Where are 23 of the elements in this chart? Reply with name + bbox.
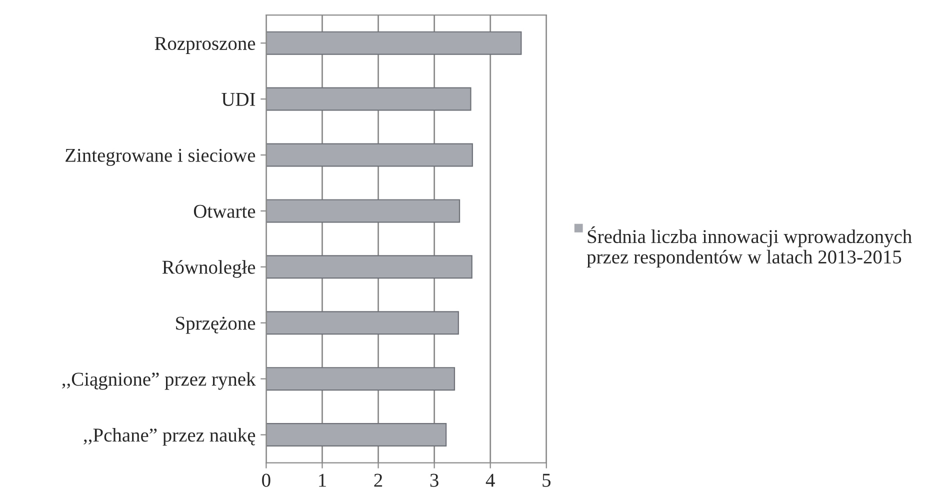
x-tick-label: 2 — [374, 474, 382, 487]
y-tick-label: ,,Pchane” przez naukę — [84, 428, 256, 446]
y-tick-label: Równoległe — [162, 260, 256, 278]
y-tick-label: Rozproszone — [154, 37, 256, 54]
x-tick-label: 5 — [542, 474, 550, 487]
legend-label: Średnia liczba innowacji wprowadzonych przez respondentów w latach 2013-2015 — [586, 226, 912, 268]
bar — [266, 367, 456, 391]
bar — [266, 423, 447, 447]
bar — [266, 143, 473, 167]
x-tick-label: 3 — [430, 474, 438, 487]
bar — [266, 199, 460, 223]
bar — [266, 311, 459, 335]
y-tick-label: Sprzężone — [176, 316, 256, 334]
x-tick-label: 0 — [262, 474, 270, 487]
y-tick-label: ,,Ciągnione” przez rynek — [62, 372, 256, 390]
bar — [266, 87, 472, 111]
bar — [266, 255, 472, 279]
y-tick-label: UDI — [222, 93, 256, 106]
bar — [266, 31, 522, 55]
x-tick-label: 4 — [486, 474, 495, 487]
y-tick-label: Zintegrowane i sieciowe — [66, 148, 256, 166]
y-tick-label: Otwarte — [194, 204, 256, 218]
x-tick-label: 1 — [319, 474, 326, 487]
